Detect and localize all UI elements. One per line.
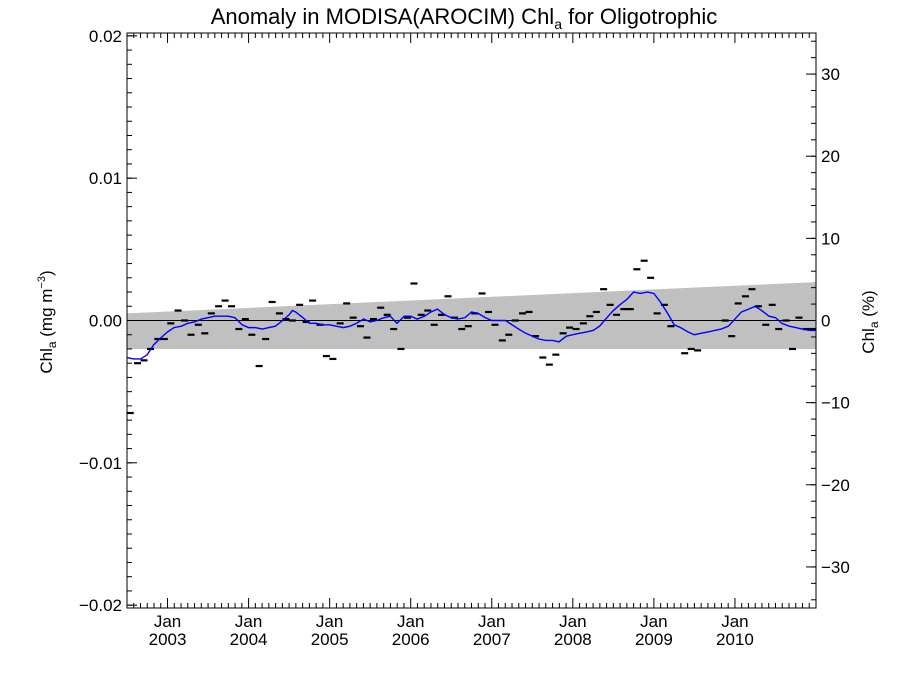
x-tick-year-label: 2004 xyxy=(230,630,268,649)
right-tick-label: −10 xyxy=(821,394,850,413)
x-tick-month-label: Jan xyxy=(235,612,262,631)
plot-area xyxy=(126,32,817,609)
right-y-axis: 30 20 10 0 −10 −20 −30 xyxy=(806,40,850,601)
right-axis-title: Chla (%) xyxy=(859,290,881,353)
left-tick-label: 0.01 xyxy=(89,169,122,188)
left-tick-label: −0.01 xyxy=(79,454,122,473)
x-tick-month-label: Jan xyxy=(559,612,586,631)
running-mean-line xyxy=(126,291,816,360)
x-tick-year-label: 2003 xyxy=(149,630,187,649)
x-tick-month-label: Jan xyxy=(478,612,505,631)
left-tick-label: −0.02 xyxy=(79,596,122,615)
left-y-axis: 0.02 0.01 0.00 −0.01 −0.02 xyxy=(79,27,137,615)
right-tick-label: 20 xyxy=(821,147,840,166)
right-tick-label: 30 xyxy=(821,65,840,84)
x-tick-year-label: 2009 xyxy=(635,630,673,649)
x-tick-year-label: 2005 xyxy=(311,630,349,649)
chart-title: Anomaly in MODISA(AROCIM) Chla for Oligo… xyxy=(211,4,718,32)
uncertainty-band xyxy=(127,282,816,349)
x-tick-month-label: Jan xyxy=(316,612,343,631)
right-tick-label: −30 xyxy=(821,558,850,577)
right-tick-label: −20 xyxy=(821,476,850,495)
x-tick-month-label: Jan xyxy=(154,612,181,631)
x-tick-month-label: Jan xyxy=(397,612,424,631)
x-tick-month-label: Jan xyxy=(721,612,748,631)
x-tick-year-label: 2008 xyxy=(554,630,592,649)
right-tick-label: 10 xyxy=(821,229,840,248)
x-axis: Jan2003Jan2004Jan2005Jan2006Jan2007Jan20… xyxy=(133,33,810,649)
right-tick-label: 0 xyxy=(821,312,830,331)
x-tick-year-label: 2006 xyxy=(392,630,430,649)
x-tick-year-label: 2007 xyxy=(473,630,511,649)
x-tick-month-label: Jan xyxy=(640,612,667,631)
monthly-anomaly-markers xyxy=(126,259,817,415)
left-tick-label: 0.02 xyxy=(89,27,122,46)
left-axis-title: Chla (mg m−3) xyxy=(36,270,59,373)
left-tick-label: 0.00 xyxy=(89,312,122,331)
x-tick-year-label: 2010 xyxy=(716,630,754,649)
